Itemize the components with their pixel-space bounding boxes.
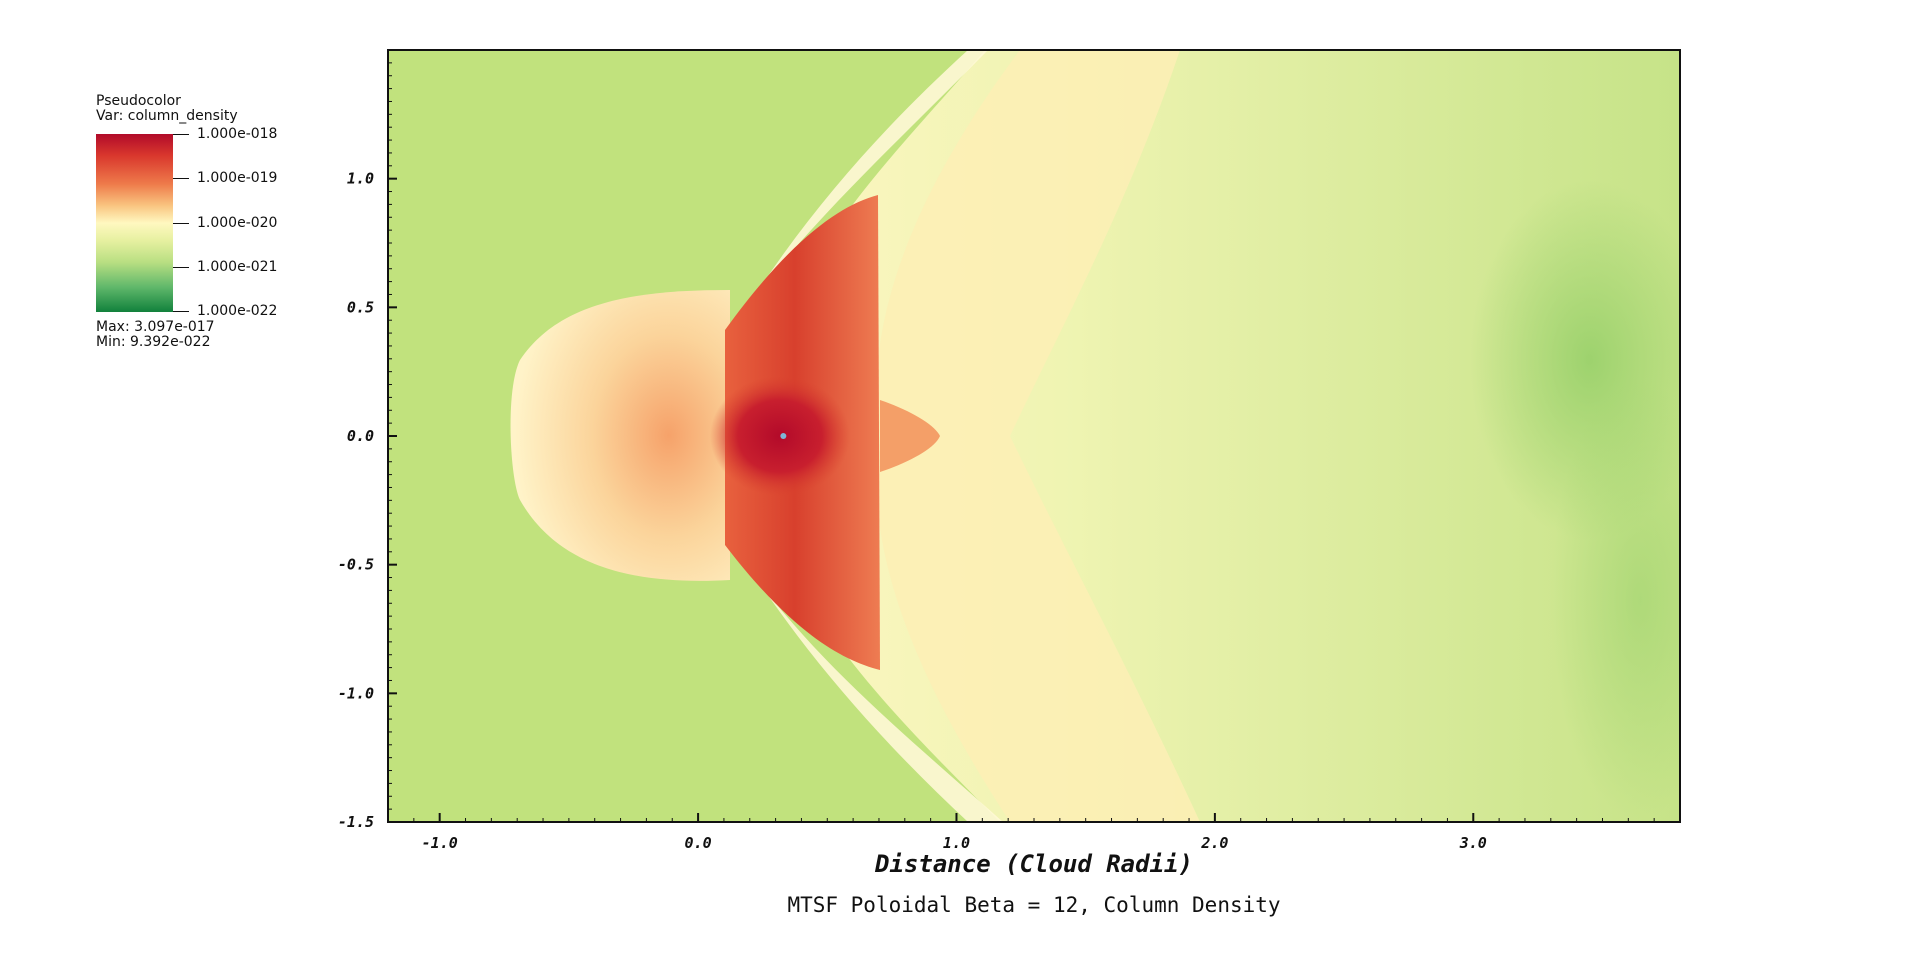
chart-title: MTSF Poloidal Beta = 12, Column Density [787, 893, 1280, 917]
colorbar-gradient [96, 134, 173, 312]
y-tick-label: -0.5 [338, 556, 374, 574]
peak-marker [780, 433, 787, 439]
legend-min: Min: 9.392e-022 [96, 334, 211, 350]
legend-max: Max: 3.097e-017 [96, 319, 215, 335]
x-tick-label: 3.0 [1459, 834, 1487, 852]
colorbar-tick [173, 223, 189, 224]
heatmap-image [388, 50, 1680, 822]
x-tick-label: 1.0 [943, 834, 970, 852]
bright-wake [876, 50, 1200, 822]
y-tick-label: 0.0 [347, 427, 374, 445]
y-axis: 1.0 0.5 0.0 -0.5 -1.0 -1.5 [338, 49, 397, 831]
x-tick-label: 0.0 [685, 834, 712, 852]
colorbar-tick-label: 1.000e-022 [197, 303, 278, 319]
x-axis: -1.0 0.0 1.0 2.0 3.0 [387, 813, 1681, 852]
dense-green-patch [1550, 380, 1680, 820]
legend-plot-type: Pseudocolor [96, 93, 181, 109]
shock-front [730, 50, 1003, 822]
colorbar-tick-label: 1.000e-021 [197, 259, 278, 275]
colorbar-legend: Pseudocolor Var: column_density 1.000e-0… [96, 94, 296, 364]
colorbar-tick [173, 311, 189, 312]
colorbar-tick-label: 1.000e-020 [197, 215, 278, 231]
bow-cap [510, 290, 730, 581]
y-tick-label: -1.0 [338, 684, 374, 702]
tail-lobe [880, 400, 940, 472]
y-tick-label: 0.5 [347, 298, 374, 316]
x-tick-label: 2.0 [1200, 834, 1228, 852]
x-axis-title: Distance (Cloud Radii) [874, 850, 1193, 878]
colorbar-tick-label: 1.000e-018 [197, 126, 278, 142]
x-tick-label: -1.0 [422, 834, 458, 852]
colorbar-tick [173, 134, 189, 135]
y-tick-label: 1.0 [347, 170, 374, 188]
colorbar-tick [173, 267, 189, 268]
legend-variable: Var: column_density [96, 108, 238, 124]
y-tick-label: -1.5 [338, 813, 374, 831]
colorbar-tick [173, 178, 189, 179]
colorbar-tick-label: 1.000e-019 [197, 170, 278, 186]
dense-core [710, 376, 850, 496]
